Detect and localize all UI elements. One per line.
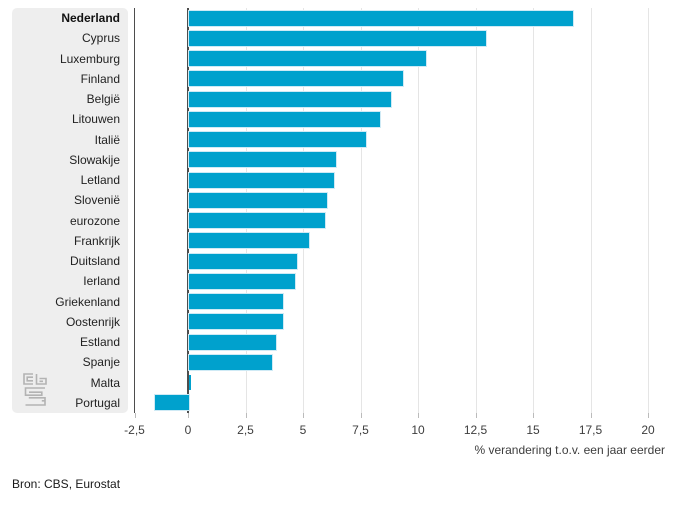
gridline [360,8,362,413]
bar-row [134,109,680,129]
bar [187,313,285,331]
bar [188,232,310,250]
x-axis-tick [303,413,304,418]
category-label: Letland [80,173,120,188]
x-axis-tick-label: 17,5 [578,423,603,437]
bar-row [134,8,680,28]
x-axis-tick [418,413,419,418]
x-axis-tick-label: 20 [641,423,655,437]
bar-row [134,271,680,291]
category-label: Slovenië [73,193,120,208]
bar-row [134,89,680,109]
bar-row [134,69,680,89]
bar [188,171,335,189]
bar [188,272,296,290]
bar [187,9,575,27]
gridline [475,8,477,413]
bar-row [134,130,680,150]
bar [187,333,278,351]
x-axis-tick [533,413,534,418]
category-label: Italië [94,132,120,147]
bar-row [134,211,680,231]
gridline [418,8,419,413]
gridline [648,8,649,413]
category-label: Frankrijk [73,233,120,248]
bar [188,29,487,47]
bar-row [134,231,680,251]
bar-row [134,49,680,69]
category-label: Duitsland [69,254,120,269]
gridline [303,8,304,413]
x-axis-tick-label: 15 [526,423,540,437]
x-axis-tick [475,413,477,418]
category-label: eurozone [69,213,120,228]
bar-row [134,251,680,271]
category-label: Litouwen [71,112,120,127]
gridline [590,8,592,413]
gridline [245,8,247,413]
bar-row [134,312,680,332]
category-label: Luxemburg [59,51,120,66]
y-axis-line [134,8,135,413]
bar-row [134,332,680,352]
category-label: Nederland [61,11,120,26]
bar [189,375,192,390]
x-axis-tick-label: -2,5 [124,423,145,437]
bar-row [134,170,680,190]
category-label: Finland [80,71,120,86]
bar [153,394,190,412]
bar [188,50,427,67]
x-axis-tick [134,413,136,418]
bar [187,151,338,169]
category-label: Slowakije [69,152,120,167]
cbs-logo-icon [23,373,47,406]
category-label: Malta [90,375,120,390]
bar-row [134,190,680,210]
bar [188,70,404,88]
bars-area [134,8,680,413]
bar-row [134,352,680,372]
bar-row [134,373,680,393]
zero-line [187,8,189,413]
category-labels: Nederland Cyprus Luxemburg Finland België Lit… [12,8,128,413]
gridline [533,8,534,413]
category-label: Oostenrijk [65,314,120,329]
x-axis-tick [245,413,247,418]
bar [188,212,326,229]
x-axis-tick-label: 0 [184,423,192,437]
x-axis-tick-label: 10 [411,423,425,437]
x-axis-tick-label: 7,5 [352,423,369,437]
bar [188,353,273,371]
category-label: Portugal [75,395,120,410]
bar-row [134,28,680,48]
x-axis-tick [590,413,592,418]
category-label: Spanje [82,355,120,370]
bar-row [134,292,680,312]
bar [187,252,299,270]
x-axis-tick [188,413,189,418]
category-label: Griekenland [55,294,120,309]
bar [188,110,381,128]
x-axis-tick [648,413,649,418]
x-axis-tick-label: 5 [299,423,307,437]
category-label: Cyprus [81,31,120,46]
category-label-panel: Nederland Cyprus Luxemburg Finland België Lit… [12,8,128,413]
bar-row [134,150,680,170]
x-axis-tick-label: 12,5 [463,423,488,437]
bar [187,90,393,108]
category-label: België [86,92,120,107]
bar [187,131,368,148]
bar [188,191,328,209]
category-label: Ierland [83,274,120,289]
category-label: Estland [79,335,120,350]
source-note: Bron: CBS, Eurostat [12,477,121,491]
bar [187,293,285,310]
bar-row [134,393,680,413]
plot-area [134,8,680,418]
x-axis-tick-label: 2,5 [237,423,254,437]
x-axis-tick [360,413,362,418]
x-axis-title: % verandering t.o.v. een jaar eerder [474,443,665,457]
